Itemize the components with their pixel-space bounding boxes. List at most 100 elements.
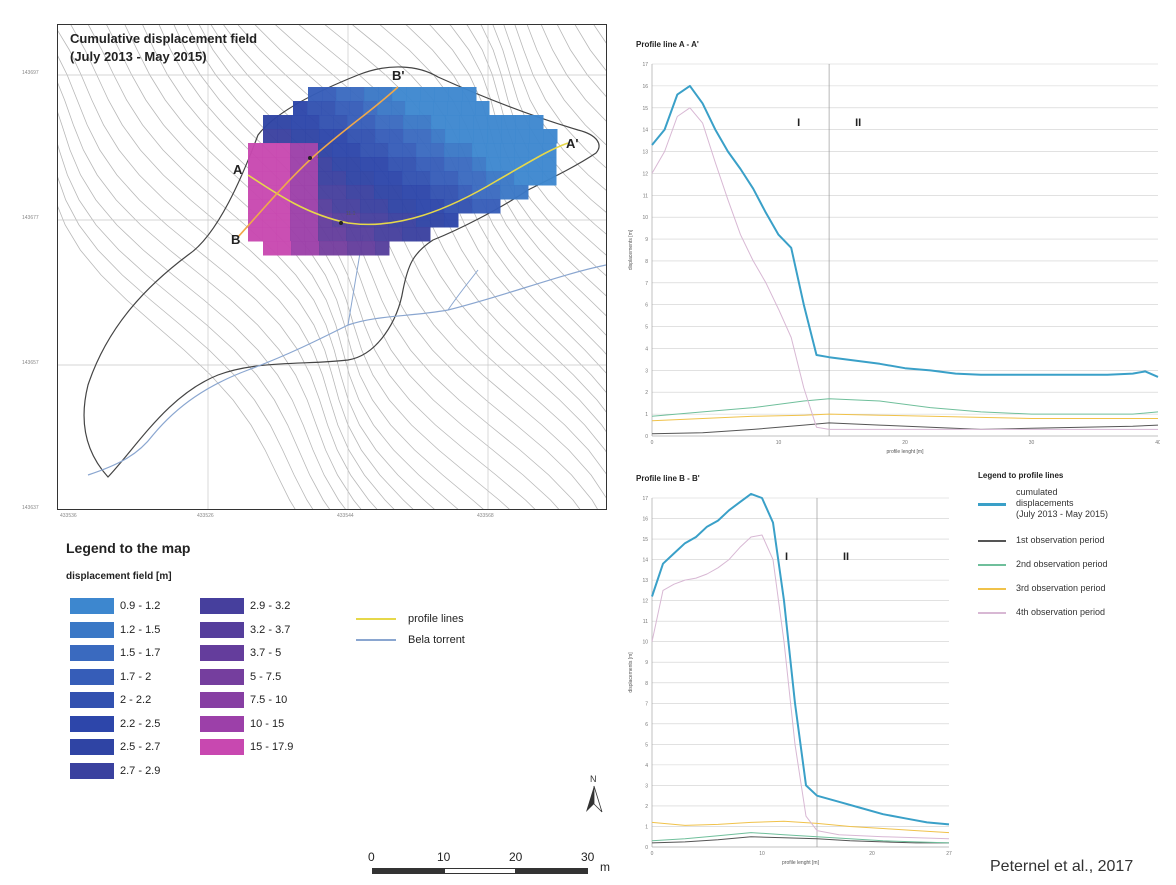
point-label-a-prime: A' [566, 136, 579, 151]
profile-legend-swatch [978, 540, 1006, 542]
series-line [651, 413, 1158, 422]
y-tick-label: 8 [645, 259, 648, 265]
legend-swatch [200, 739, 244, 755]
y-tick-label: 5 [645, 325, 648, 331]
y-axis-label: displacements [m] [628, 229, 634, 270]
y-tick-label: 6 [645, 722, 648, 728]
map-legend-item: 1.5 - 1.7 [70, 645, 205, 662]
zone-label: I [797, 117, 800, 129]
x-tick-label: 40 [1155, 440, 1160, 446]
series-line [651, 820, 950, 834]
svg-text:1: 1 [317, 154, 320, 160]
y-tick-label: 10 [642, 640, 648, 646]
citation: Peternel et al., 2017 [990, 858, 1134, 875]
x-tick-label: 0 [651, 440, 654, 446]
legend-label: 2.2 - 2.5 [120, 717, 161, 730]
legend-swatch [200, 715, 244, 732]
point-label-a: A [233, 162, 243, 177]
map-legend-item: 1.7 - 2 [70, 668, 205, 686]
series-line [651, 398, 1159, 417]
y-tick-label: 14 [642, 558, 648, 564]
legend-swatch [70, 762, 114, 779]
series-line [651, 836, 949, 844]
scale-unit: m [600, 860, 610, 874]
series-line [651, 832, 950, 844]
line-swatch [356, 618, 396, 620]
svg-text:11.1: 11.1 [346, 211, 356, 217]
legend-label: 5 - 7.5 [250, 670, 282, 683]
profile-legend-swatch [978, 564, 1006, 566]
y-tick-label: 16 [642, 517, 648, 523]
line-legend-label: profile lines [408, 613, 464, 625]
profile-legend-swatch [978, 612, 1006, 614]
legend-swatch [200, 621, 244, 638]
y-tick-label: 15 [642, 537, 648, 543]
x-tick-label: 20 [902, 440, 908, 446]
legend-swatch [70, 621, 114, 638]
y-tick-label: 12 [642, 171, 648, 177]
map-legend-item: 2.9 - 3.2 [200, 598, 335, 615]
series-line [651, 492, 950, 826]
profile-legend-label: 1st observation period [1016, 535, 1105, 545]
profile-legend-swatch [978, 588, 1006, 590]
y-tick-label: 17 [642, 62, 648, 68]
map-title: Cumulative displacement field (July 2013… [70, 30, 257, 66]
x-axis-label: profile lenght [m] [887, 449, 925, 455]
y-tick-label: 6 [645, 303, 648, 309]
displacement-raster [248, 87, 558, 256]
y-tick-label: 8 [645, 681, 648, 687]
x-tick-label: 10 [759, 851, 765, 857]
y-tick-label: 9 [645, 660, 648, 666]
legend-swatch [200, 668, 244, 685]
y-tick-label: 0 [645, 434, 648, 440]
y-tick-label: 12 [642, 599, 648, 605]
y-tick-label: 11 [643, 193, 648, 199]
y-coord-label: 143657 [22, 360, 39, 366]
y-tick-label: 17 [642, 496, 648, 502]
y-tick-label: 1 [645, 412, 648, 418]
legend-swatch [200, 645, 244, 661]
x-tick-label: 30 [1029, 440, 1035, 446]
profile-legend-label: (July 2013 - May 2015) [1016, 509, 1109, 519]
y-tick-label: 11 [643, 619, 648, 625]
profile-legend-label: cumulated [1016, 487, 1058, 497]
map-legend-item: 3.7 - 5 [200, 645, 335, 662]
legend-label: 15 - 17.9 [250, 741, 294, 753]
zone-label: II [843, 551, 849, 563]
map-legend-item: 3.2 - 3.7 [200, 621, 335, 639]
legend-swatch [200, 692, 244, 708]
map-legend-item: 15 - 17.9 [200, 739, 335, 756]
legend-label: 2 - 2.2 [120, 694, 152, 706]
profile-legend-label: 3rd observation period [1016, 583, 1106, 593]
y-coord-label: 143677 [22, 215, 39, 221]
y-axis-label: displacements [m] [628, 652, 634, 693]
chart-b-title: Profile line B - B' [636, 474, 700, 483]
legend-label: 3.2 - 3.7 [250, 623, 291, 636]
legend-label: 1.2 - 1.5 [120, 623, 161, 636]
line-legend-label: Bela torrent [408, 634, 465, 646]
chart-a-title: Profile line A - A' [636, 40, 699, 49]
scale-label: 30 [581, 850, 595, 864]
y-tick-label: 1 [645, 824, 648, 830]
legend-label: 0.9 - 1.2 [120, 600, 161, 612]
profile-legend-title: Legend to profile lines [978, 471, 1064, 480]
legend-swatch [70, 598, 114, 614]
series-line [651, 422, 1159, 435]
y-tick-label: 7 [645, 281, 648, 287]
profile-line-a [247, 142, 569, 226]
y-tick-label: 10 [642, 215, 648, 221]
x-tick-label: 10 [776, 440, 782, 446]
profile-legend-label: 2nd observation period [1016, 559, 1108, 569]
map-legend-item: 0.9 - 1.2 [70, 598, 205, 615]
map-title-line2: (July 2013 - May 2015) [70, 49, 207, 64]
north-label: N [590, 774, 597, 784]
bela-torrent [87, 264, 606, 476]
map-frame: 1 11.1 [57, 24, 607, 510]
y-tick-label: 4 [645, 346, 648, 352]
scale-label: 0 [368, 850, 375, 864]
y-tick-label: 2 [645, 390, 648, 396]
y-tick-label: 14 [642, 128, 648, 134]
x-tick-label: 0 [651, 851, 654, 857]
